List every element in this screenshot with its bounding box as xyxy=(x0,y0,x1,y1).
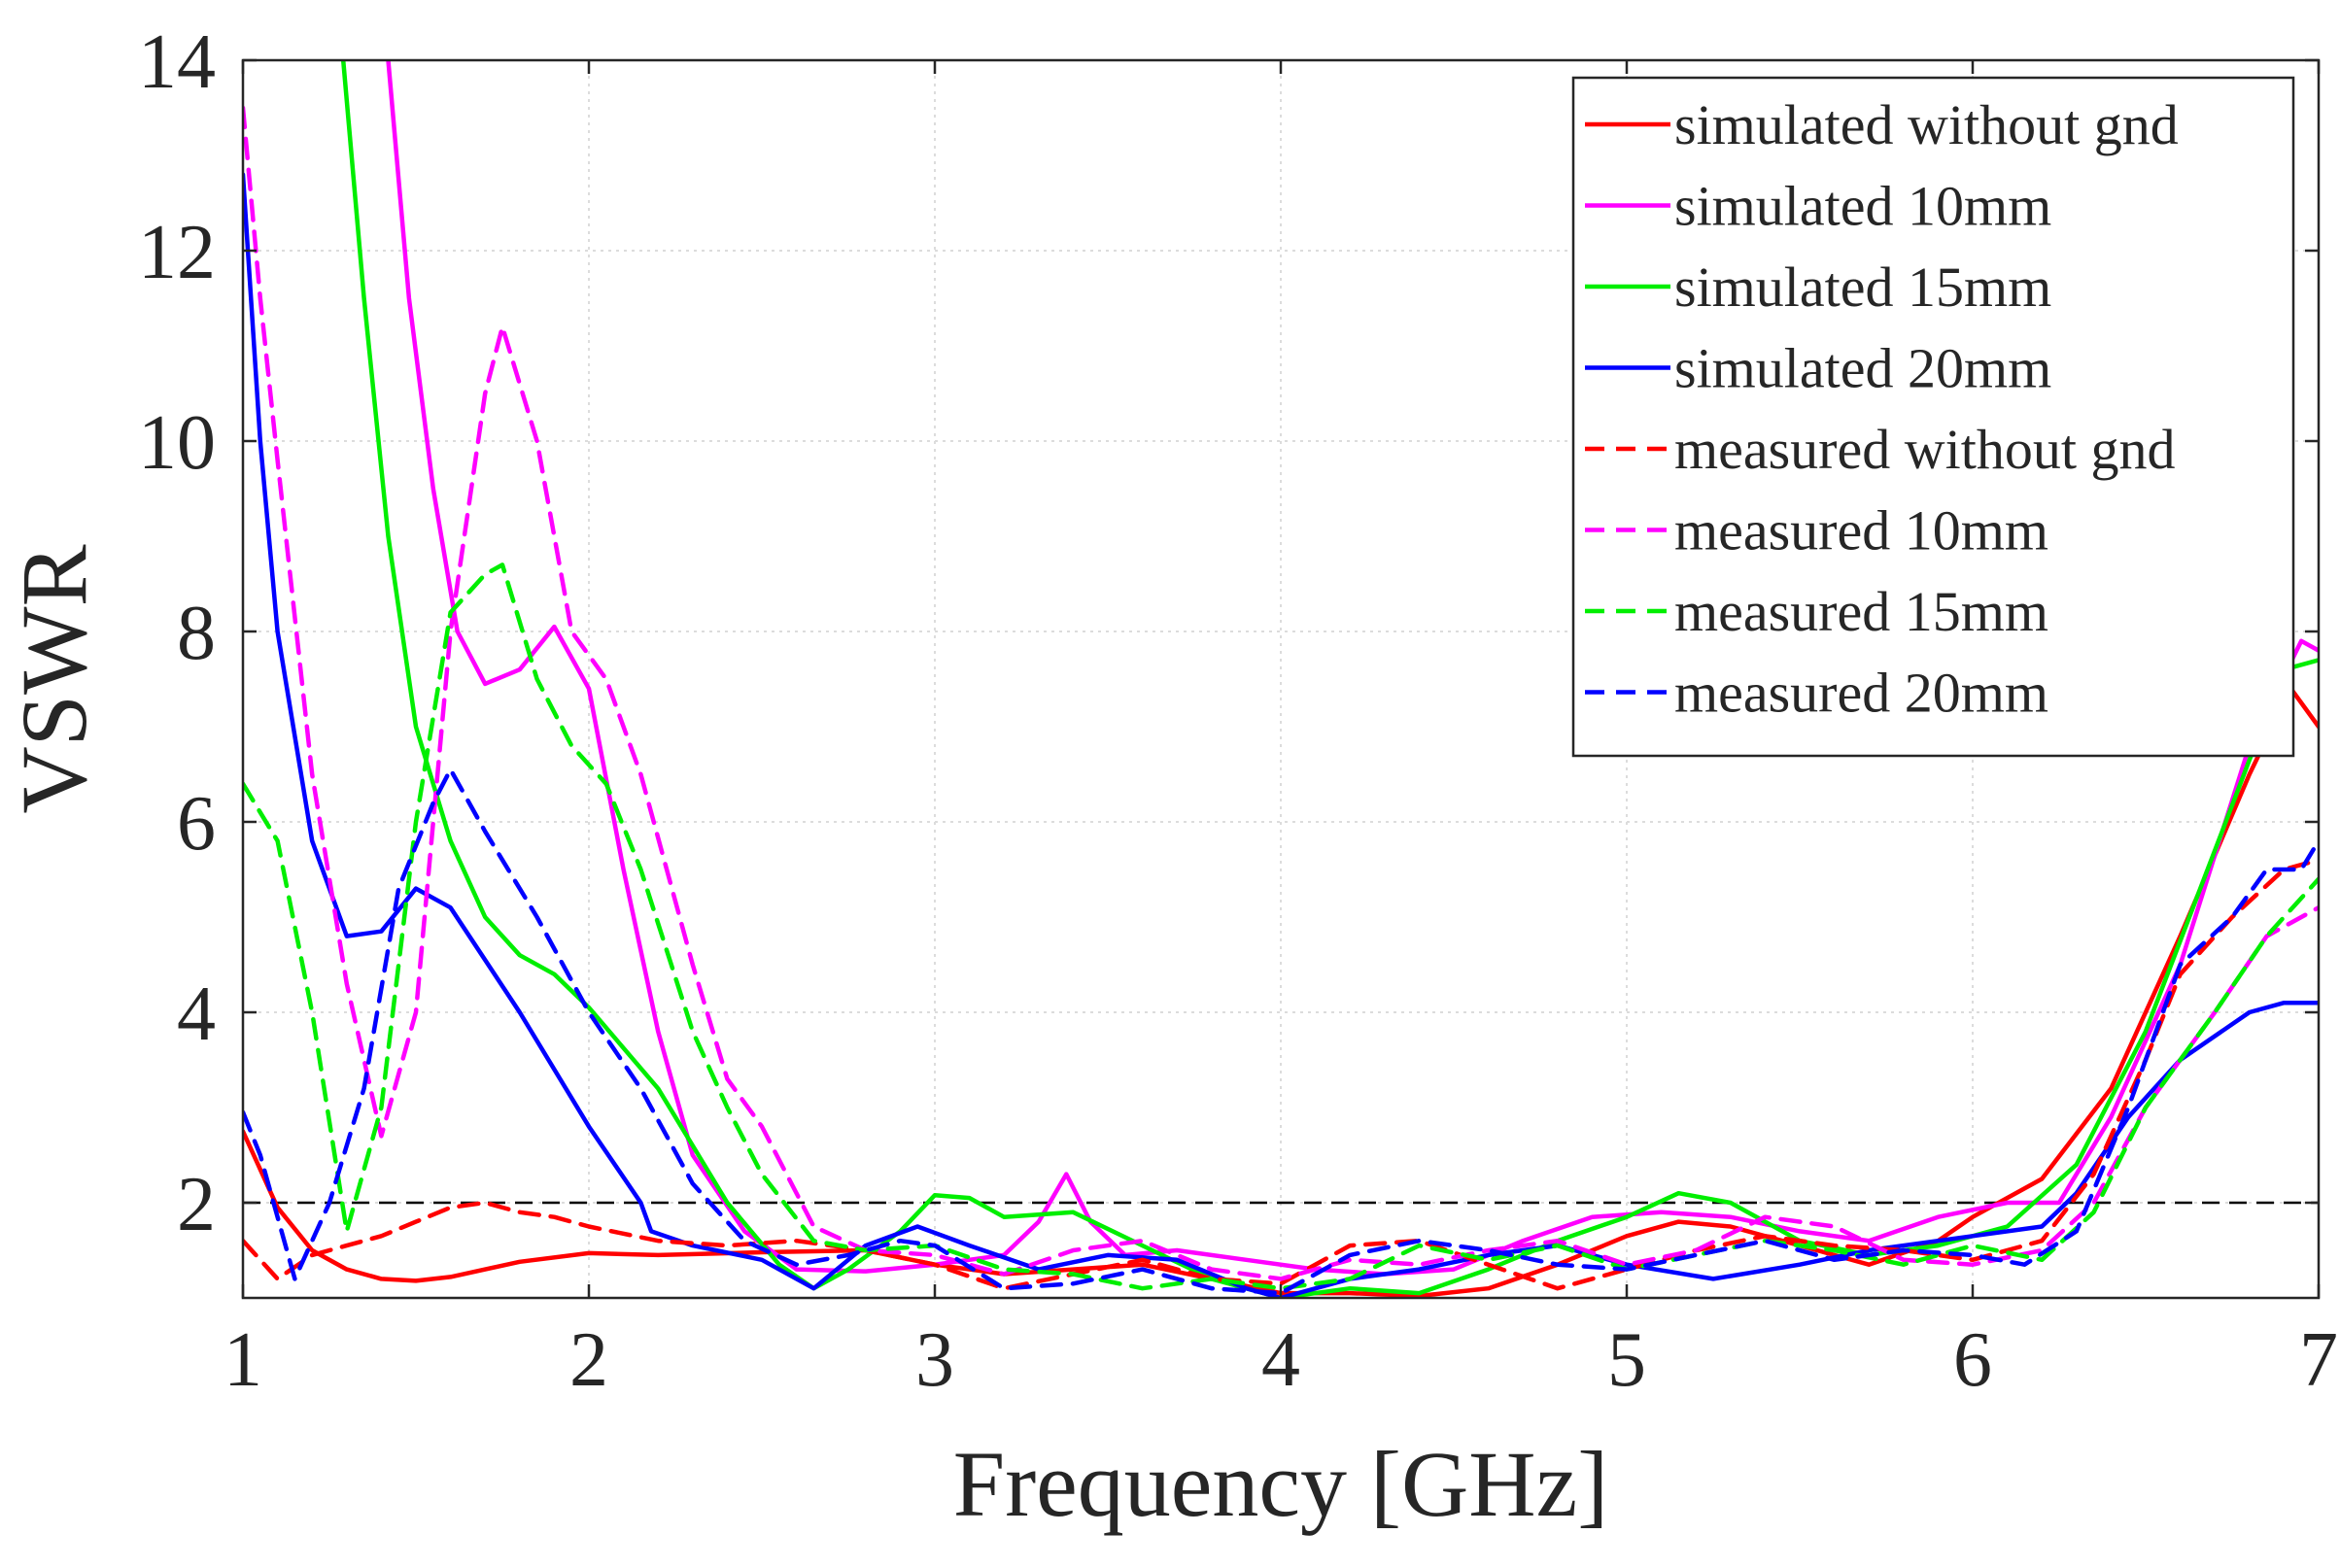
y-tick-label: 4 xyxy=(177,971,216,1057)
x-tick-label: 4 xyxy=(1261,1317,1300,1403)
y-tick-label: 10 xyxy=(138,400,216,486)
legend-box xyxy=(1571,76,2295,758)
x-tick-label: 2 xyxy=(569,1317,608,1403)
legend-label: simulated 10mm xyxy=(1674,175,2051,238)
series-line-2 xyxy=(340,60,2319,1298)
y-tick-label: 8 xyxy=(177,591,216,676)
y-tick-label: 12 xyxy=(138,210,216,295)
legend: simulated without gnd simulated 10mm simul… xyxy=(1571,76,2295,758)
legend-label: measured 15mm xyxy=(1674,580,2048,643)
legend-label: simulated without gnd xyxy=(1674,93,2179,156)
x-axis-label: Frequency [GHz] xyxy=(953,1432,1608,1536)
x-tick-label: 5 xyxy=(1607,1317,1646,1403)
legend-label: simulated 15mm xyxy=(1674,256,2051,319)
x-tick-label: 3 xyxy=(915,1317,954,1403)
series-line-6 xyxy=(243,562,2319,1291)
x-tick-label: 7 xyxy=(2299,1317,2338,1403)
x-tick-label: 1 xyxy=(224,1317,262,1403)
y-tick-label: 6 xyxy=(177,781,216,867)
legend-label: measured 20mm xyxy=(1674,662,2048,725)
x-tick-label: 6 xyxy=(1953,1317,1992,1403)
legend-label: simulated 20mm xyxy=(1674,337,2051,400)
y-tick-label: 14 xyxy=(138,19,216,105)
y-tick-label: 2 xyxy=(177,1162,216,1247)
series-line-4 xyxy=(243,857,2319,1291)
series-line-7 xyxy=(243,767,2319,1296)
y-axis-label: VSWR xyxy=(2,544,106,813)
series-line-5 xyxy=(243,105,2319,1281)
legend-label: measured without gnd xyxy=(1674,418,2175,481)
legend-label: measured 10mm xyxy=(1674,499,2048,562)
